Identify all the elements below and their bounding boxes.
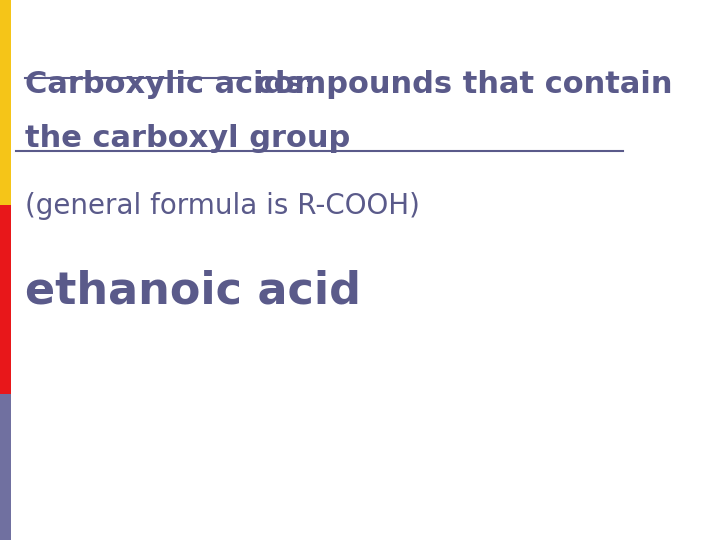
Text: ethanoic acid: ethanoic acid [25,270,361,313]
Bar [0,394,12,540]
Text: Carboxylic acids:: Carboxylic acids: [25,70,316,99]
Bar [0,205,12,394]
Text: (general formula is R-COOH): (general formula is R-COOH) [25,192,420,220]
Bar [0,0,12,205]
Text: compounds that contain: compounds that contain [245,70,672,99]
Text: the carboxyl group: the carboxyl group [25,124,351,153]
